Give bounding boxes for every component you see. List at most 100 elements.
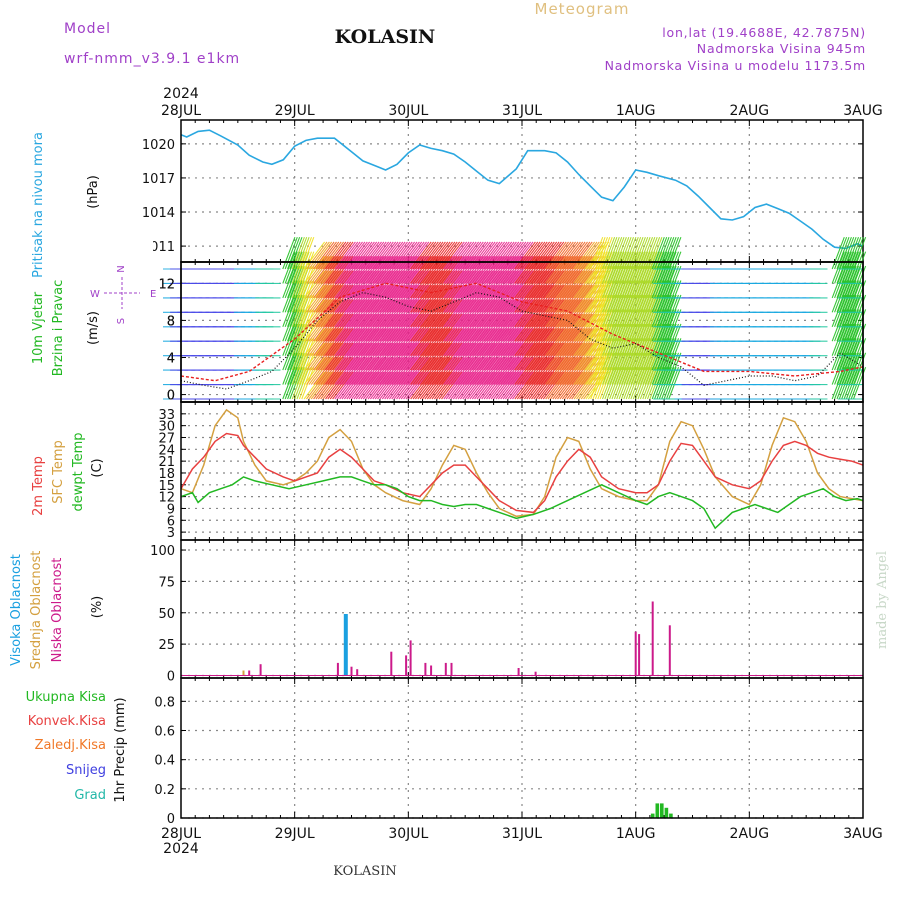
compass-n: N [116,265,127,272]
wind-arrow [561,328,584,357]
wind-arrow [663,309,677,342]
wind-arrow [303,342,326,371]
wind-arrow [512,342,534,371]
wind-arrow [358,284,380,313]
wind-arrow [592,338,606,371]
wind-arrow [609,265,623,299]
wind-arrow [557,255,579,284]
wind-arrow [637,323,651,356]
wind-arrow [410,241,432,270]
wind-arrow [535,241,558,270]
wind-arrow [455,371,477,400]
wind-arrow [303,371,326,400]
wind-arrow [848,280,862,313]
wind-arrow [542,357,565,385]
wind-arrow [497,270,520,299]
wind-arrow [493,313,515,342]
wind-arrow [289,352,303,385]
wind-arrow [573,270,596,299]
wind-arrow [661,323,675,356]
wind-arrow [495,328,517,357]
wind-arrow [516,342,539,371]
wind-arrow [547,371,569,400]
bottom-day-label: 29JUL [275,826,315,842]
wind-arrow [294,265,308,299]
wind-arrow [481,284,503,313]
wind-arrow [306,241,328,270]
wind-arrow [459,284,482,313]
wind-arrow [668,309,682,342]
wind-arrow [642,367,656,400]
wind-arrow [568,284,591,313]
wind-arrow [549,313,572,342]
wind-arrow [391,313,413,342]
wind-arrow [642,237,656,270]
wind-arrow [431,299,453,328]
low-cloud-bar [405,655,408,676]
wind-arrow [355,313,378,342]
wind-arrow [545,284,567,313]
wind-arrow [298,237,313,270]
wind-arrow [668,338,682,371]
wind-arrow [642,294,656,327]
wind-arrow [533,342,555,371]
wind-arrow [486,371,508,400]
wind-arrow [559,255,581,284]
wind-arrow [552,342,574,371]
wind-arrow [433,299,456,328]
wind-arrow [332,357,354,385]
wind-arrow [519,299,541,328]
wind-arrow [315,371,337,400]
wind-arrow [367,284,390,313]
wind-arrow [431,371,453,400]
wind-arrow [649,251,663,284]
y-tick-label: 21 [158,455,175,470]
wind-arrow [377,255,399,284]
wind-arrow [341,328,363,357]
wind-arrow [564,328,586,357]
wind-arrow [658,237,672,270]
wind-arrow [282,237,296,270]
wind-arrow [521,241,543,270]
wind-arrow [507,313,529,342]
wind-arrow [441,342,463,371]
wind-arrow [436,299,458,328]
wind-arrow [568,255,591,284]
wind-arrow [625,294,639,327]
wind-arrow [542,371,565,400]
wind-arrow [663,237,677,270]
cloud-ylabel-1: Visoka Oblacnost [9,554,24,666]
wind-compass-rose: NW ES [90,265,156,324]
wind-arrow [358,313,380,342]
wind-arrow [545,371,567,400]
wind-arrow [329,255,352,284]
wind-arrow [651,294,665,327]
wind-arrow [429,328,451,357]
low-cloud-bar [259,664,262,676]
wind-arrow [282,251,296,284]
wind-arrow [566,313,588,342]
wind-arrow [597,265,611,299]
wind-arrow [419,284,442,313]
wind-arrow [500,357,522,385]
wind-arrow [486,328,508,357]
wind-arrow [351,299,373,328]
wind-arrow [287,338,301,371]
wind-arrow [611,367,625,400]
mask [0,222,153,262]
y-tick-label: 0.2 [154,783,175,798]
wind-arrow [306,270,328,299]
wind-arrow [287,280,301,313]
wind-arrow [616,367,630,400]
wind-arrow [656,309,670,342]
wind-arrow [471,342,494,371]
wind-arrow [467,313,489,342]
precip-legend: Ukupna Kisa Konvek.Kisa Zaledj.Kisa Snij… [26,690,128,803]
wind-arrow [552,241,574,270]
wind-arrow [665,280,680,313]
wind-arrow [632,237,646,270]
wind-arrow [502,328,524,357]
model-label: Model [64,21,111,37]
wind-arrow [462,255,484,284]
wind-arrow [568,371,591,400]
